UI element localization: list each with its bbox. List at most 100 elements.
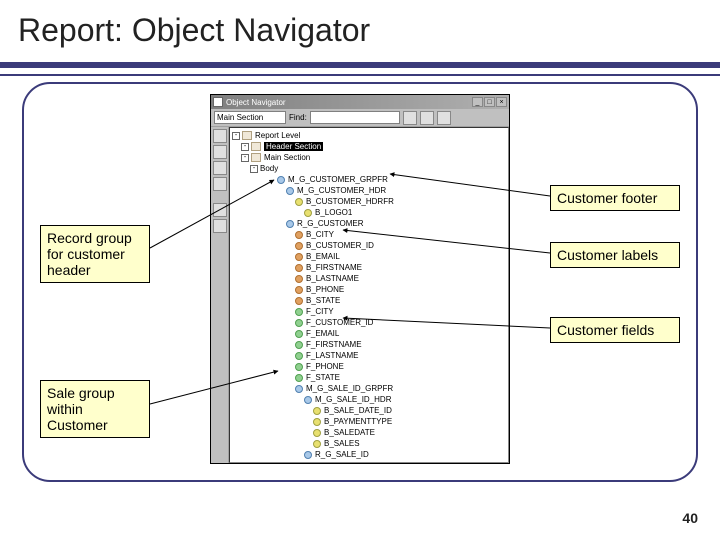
node-marker-icon bbox=[295, 308, 303, 316]
tree-node[interactable]: F_EMAIL bbox=[232, 328, 506, 339]
tree-node[interactable]: R_G_CUSTOMER bbox=[232, 218, 506, 229]
tree-node[interactable]: F_CITY bbox=[232, 306, 506, 317]
tree-node[interactable]: - Main Section bbox=[232, 152, 506, 163]
tree-node-label: B_PHONE bbox=[306, 285, 344, 294]
tree-node-label: F_FIRSTNAME bbox=[306, 340, 362, 349]
tree-node-label: B_CUSTOMER_ID bbox=[306, 241, 374, 250]
node-marker-icon bbox=[295, 286, 303, 294]
node-marker-icon bbox=[304, 396, 312, 404]
tree-node-label: M_G_SALE_ID_GRPFR bbox=[306, 384, 393, 393]
tree-node[interactable]: B_LASTNAME bbox=[232, 273, 506, 284]
window-minimize-button[interactable]: _ bbox=[472, 97, 483, 107]
tool-delete-button[interactable] bbox=[213, 219, 227, 233]
tool-create-button[interactable] bbox=[213, 203, 227, 217]
node-marker-icon bbox=[304, 451, 312, 459]
tool-expand-button[interactable] bbox=[213, 129, 227, 143]
node-marker-icon bbox=[304, 209, 312, 217]
node-glyph-icon bbox=[251, 142, 261, 151]
tree-node[interactable]: F_CUSTOMER_ID bbox=[232, 317, 506, 328]
collapse-icon[interactable] bbox=[437, 111, 451, 125]
slide: Report: Object Navigator Object Navigato… bbox=[0, 0, 720, 540]
tree-node[interactable]: B_SALE_DATE_ID bbox=[232, 405, 506, 416]
tree-node[interactable]: R_G_SALE_ID bbox=[232, 449, 506, 460]
page-title: Report: Object Navigator bbox=[18, 12, 370, 49]
tree-node[interactable]: F_STATE bbox=[232, 372, 506, 383]
node-marker-icon bbox=[286, 187, 294, 195]
tree-node-label: Body bbox=[260, 164, 278, 173]
tool-collapse-all-button[interactable] bbox=[213, 177, 227, 191]
node-glyph-icon bbox=[242, 131, 252, 140]
tool-collapse-button[interactable] bbox=[213, 145, 227, 159]
tree-node-label: B_SALES bbox=[324, 439, 360, 448]
tree-node[interactable]: B_CUSTOMER_ID bbox=[232, 240, 506, 251]
window-title: Object Navigator bbox=[226, 98, 471, 107]
tree-node[interactable]: - Header Section bbox=[232, 141, 506, 152]
tree-node-label: Main Section bbox=[264, 153, 310, 162]
tree-node[interactable]: B_LOGO1 bbox=[232, 207, 506, 218]
node-marker-icon bbox=[295, 264, 303, 272]
node-marker-icon bbox=[295, 352, 303, 360]
tree-node[interactable]: M_G_SALE_ID_HDR bbox=[232, 394, 506, 405]
node-marker-icon bbox=[295, 385, 303, 393]
node-glyph-icon bbox=[251, 153, 261, 162]
tree-node[interactable]: B_EMAIL bbox=[232, 251, 506, 262]
node-marker-icon bbox=[295, 231, 303, 239]
tool-expand-all-button[interactable] bbox=[213, 161, 227, 175]
node-marker-icon bbox=[295, 275, 303, 283]
node-marker-icon bbox=[313, 429, 321, 437]
tree-node[interactable]: M_G_SALE_ID_GRPFR bbox=[232, 383, 506, 394]
tree-node-label: R_G_SALE_ID bbox=[315, 450, 369, 459]
tree-node[interactable]: F_PHONE bbox=[232, 361, 506, 372]
tree-node[interactable]: B_PHONE bbox=[232, 284, 506, 295]
tree-node[interactable]: B_CUSTOMER_HDRFR bbox=[232, 196, 506, 207]
navigator-tree[interactable]: -Report Level-Header Section-Main Sectio… bbox=[229, 127, 509, 463]
window-titlebar: Object Navigator _ □ × bbox=[211, 95, 509, 109]
find-next-icon[interactable] bbox=[420, 111, 434, 125]
navigator-toolbar: Main Section Find: bbox=[211, 109, 509, 127]
tree-node[interactable]: M_G_CUSTOMER_HDR bbox=[232, 185, 506, 196]
node-marker-icon bbox=[295, 253, 303, 261]
tree-node-label: B_LOGO1 bbox=[315, 208, 352, 217]
node-marker-icon bbox=[295, 242, 303, 250]
title-rule-thin bbox=[0, 74, 720, 76]
tree-node-label: B_FIRSTNAME bbox=[306, 263, 362, 272]
tree-node-label: B_SALEDATE bbox=[324, 428, 375, 437]
node-marker-icon bbox=[277, 176, 285, 184]
find-prev-icon[interactable] bbox=[403, 111, 417, 125]
page-number: 40 bbox=[682, 510, 698, 526]
tree-node-label: B_CUSTOMER_HDRFR bbox=[306, 197, 394, 206]
node-marker-icon bbox=[295, 363, 303, 371]
tree-node-label: M_G_CUSTOMER_HDR bbox=[297, 186, 386, 195]
tree-node[interactable]: F_LASTNAME bbox=[232, 350, 506, 361]
find-input[interactable] bbox=[310, 111, 400, 124]
tree-node-label: R_G_CUSTOMER bbox=[297, 219, 364, 228]
collapse-icon[interactable]: - bbox=[250, 165, 258, 173]
tree-node[interactable]: - Report Level bbox=[232, 130, 506, 141]
tree-node[interactable]: B_PAYMENTTYPE bbox=[232, 416, 506, 427]
tree-node[interactable]: B_STATE bbox=[232, 295, 506, 306]
section-dropdown-value: Main Section bbox=[217, 113, 263, 122]
tree-node[interactable]: B_SALEDATE bbox=[232, 427, 506, 438]
tree-node[interactable]: M_G_CUSTOMER_GRPFR bbox=[232, 174, 506, 185]
tree-node-label: B_SALE_DATE_ID bbox=[324, 406, 392, 415]
tree-node-label: Header Section bbox=[264, 142, 323, 151]
tree-node[interactable]: F_FIRSTNAME bbox=[232, 339, 506, 350]
tree-node[interactable]: B_SALES bbox=[232, 438, 506, 449]
collapse-icon[interactable]: - bbox=[241, 154, 249, 162]
section-dropdown[interactable]: Main Section bbox=[214, 111, 286, 124]
callout-customer-fields: Customer fields bbox=[550, 317, 680, 343]
tree-node[interactable]: B_CITY bbox=[232, 229, 506, 240]
window-maximize-button[interactable]: □ bbox=[484, 97, 495, 107]
navigator-body: -Report Level-Header Section-Main Sectio… bbox=[211, 127, 509, 463]
tree-node-label: M_G_CUSTOMER_GRPFR bbox=[288, 175, 388, 184]
tree-node-label: Report Level bbox=[255, 131, 300, 140]
collapse-icon[interactable]: - bbox=[232, 132, 240, 140]
collapse-icon[interactable]: - bbox=[241, 143, 249, 151]
node-marker-icon bbox=[295, 374, 303, 382]
window-close-button[interactable]: × bbox=[496, 97, 507, 107]
tree-node-label: B_PAYMENTTYPE bbox=[324, 417, 392, 426]
tree-node[interactable]: -Body bbox=[232, 163, 506, 174]
callout-record-group: Record group for customer header bbox=[40, 225, 150, 283]
tree-node-label: M_G_SALE_ID_HDR bbox=[315, 395, 391, 404]
tree-node[interactable]: B_FIRSTNAME bbox=[232, 262, 506, 273]
